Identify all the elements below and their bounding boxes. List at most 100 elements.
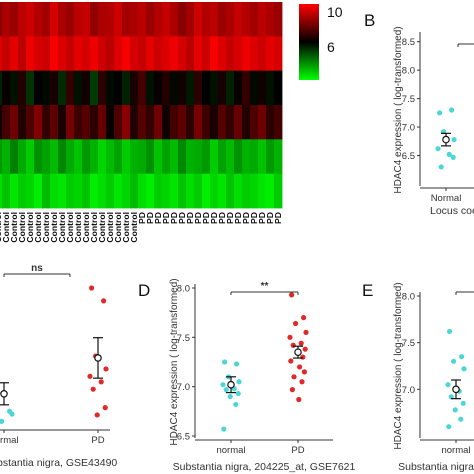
data-point (460, 400, 466, 406)
heatmap-cell (26, 105, 35, 140)
y-axis-label: HDAC4 expression ( log-transformed) (169, 278, 180, 445)
x-tick-label: normal (0, 435, 19, 446)
heatmap-cell (42, 139, 51, 175)
heatmap-cell (130, 173, 139, 209)
heatmap-cell (274, 36, 283, 72)
heatmap-cell (98, 2, 107, 37)
heatmap-cell (58, 70, 67, 106)
heatmap-cell (234, 173, 243, 209)
heatmap-cell (186, 105, 195, 140)
data-point (293, 320, 299, 327)
heatmap-cell (90, 105, 99, 140)
heatmap-cell (58, 139, 67, 175)
heatmap-cell (106, 2, 115, 37)
heatmap-cell (202, 139, 211, 175)
heatmap-cell (274, 105, 283, 140)
heatmap-column-labels: ControlControlControlControlControlContr… (0, 212, 283, 243)
heatmap-cell (74, 36, 83, 72)
heatmap-cell (194, 173, 203, 209)
heatmap-cell (2, 173, 11, 209)
data-point (458, 416, 464, 422)
heatmap-cell (218, 139, 227, 175)
heatmap-cell (26, 173, 35, 209)
heatmap-cell (234, 139, 243, 175)
heatmap-cell (18, 173, 27, 209)
data-point (296, 396, 302, 403)
heatmap-cell (162, 36, 171, 72)
heatmap-cell (42, 105, 51, 140)
data-point (438, 164, 444, 170)
heatmap-column-label: PD (137, 212, 147, 224)
heatmap-cell (210, 2, 219, 37)
heatmap-cell (170, 2, 179, 37)
heatmap-cell (202, 36, 211, 72)
heatmap-cell (266, 139, 275, 175)
y-tick-label: 7.0 (402, 123, 415, 134)
heatmap-cell (266, 70, 275, 106)
heatmap-cell (130, 105, 139, 140)
heatmap-column-label: Control (41, 212, 51, 243)
heatmap-cell (258, 36, 267, 72)
heatmap-column-label: PD (273, 212, 283, 224)
heatmap-cell (122, 105, 131, 140)
heatmap-cell (242, 2, 251, 37)
heatmap-column-label: Control (65, 212, 75, 243)
x-axis-label: bstantia nigra, GSE43490 (0, 457, 117, 469)
data-point (451, 137, 457, 143)
data-point (452, 407, 458, 413)
heatmap-cell (106, 36, 115, 72)
x-axis-label: Substantia nigra (398, 461, 474, 473)
heatmap-column-label: PD (177, 212, 187, 224)
heatmap-cell (242, 173, 251, 209)
mean-marker (94, 354, 102, 362)
heatmap-column-label: Control (121, 212, 131, 243)
heatmap-cell (266, 173, 275, 209)
heatmap-cell (234, 105, 243, 140)
heatmap-cell (98, 36, 107, 72)
heatmap-cell (242, 139, 251, 175)
heatmap-cell (242, 70, 251, 106)
heatmap-cell (98, 70, 107, 106)
y-tick-label: 8.0 (177, 284, 190, 295)
heatmap-cell (34, 70, 43, 106)
heatmap-cell (266, 2, 275, 37)
heatmap-cell (98, 139, 107, 175)
heatmap-cell (234, 36, 243, 72)
data-point (290, 342, 296, 348)
panel-letter: D (138, 281, 150, 300)
heatmap-cell (170, 70, 179, 106)
heatmap-cell (178, 36, 187, 72)
data-point (221, 426, 227, 432)
heatmap-cell (170, 36, 179, 72)
heatmap-cell (26, 70, 35, 106)
heatmap-cell (106, 105, 115, 140)
y-tick-label: 7.5 (177, 333, 190, 344)
data-point (288, 358, 294, 364)
data-point (90, 386, 96, 392)
heatmap-cell (218, 2, 227, 37)
y-tick-label: 8.0 (402, 292, 415, 303)
data-point (236, 379, 242, 385)
heatmap-cell (82, 105, 91, 140)
mean-marker (227, 380, 235, 389)
data-point (291, 374, 297, 380)
data-point (298, 340, 304, 346)
heatmap-cell (218, 70, 227, 106)
data-point (233, 401, 239, 408)
heatmap-cell (162, 173, 171, 209)
heatmap-cell (138, 70, 147, 106)
significance-label: ns (31, 263, 43, 274)
heatmap-cell (0, 36, 3, 72)
heatmap-cell (162, 70, 171, 106)
heatmap-column-label: PD (233, 212, 243, 224)
data-point (94, 412, 100, 418)
heatmap-column-label: PD (153, 212, 163, 224)
heatmap-cell (266, 105, 275, 140)
heatmap-column-label: Control (9, 212, 19, 243)
heatmap-cell (154, 139, 163, 175)
heatmap-cell (42, 173, 51, 209)
heatmap-cell (162, 105, 171, 140)
heatmap-cell (194, 36, 203, 72)
colorbar-gradient (299, 4, 319, 80)
heatmap-cell (66, 139, 75, 175)
